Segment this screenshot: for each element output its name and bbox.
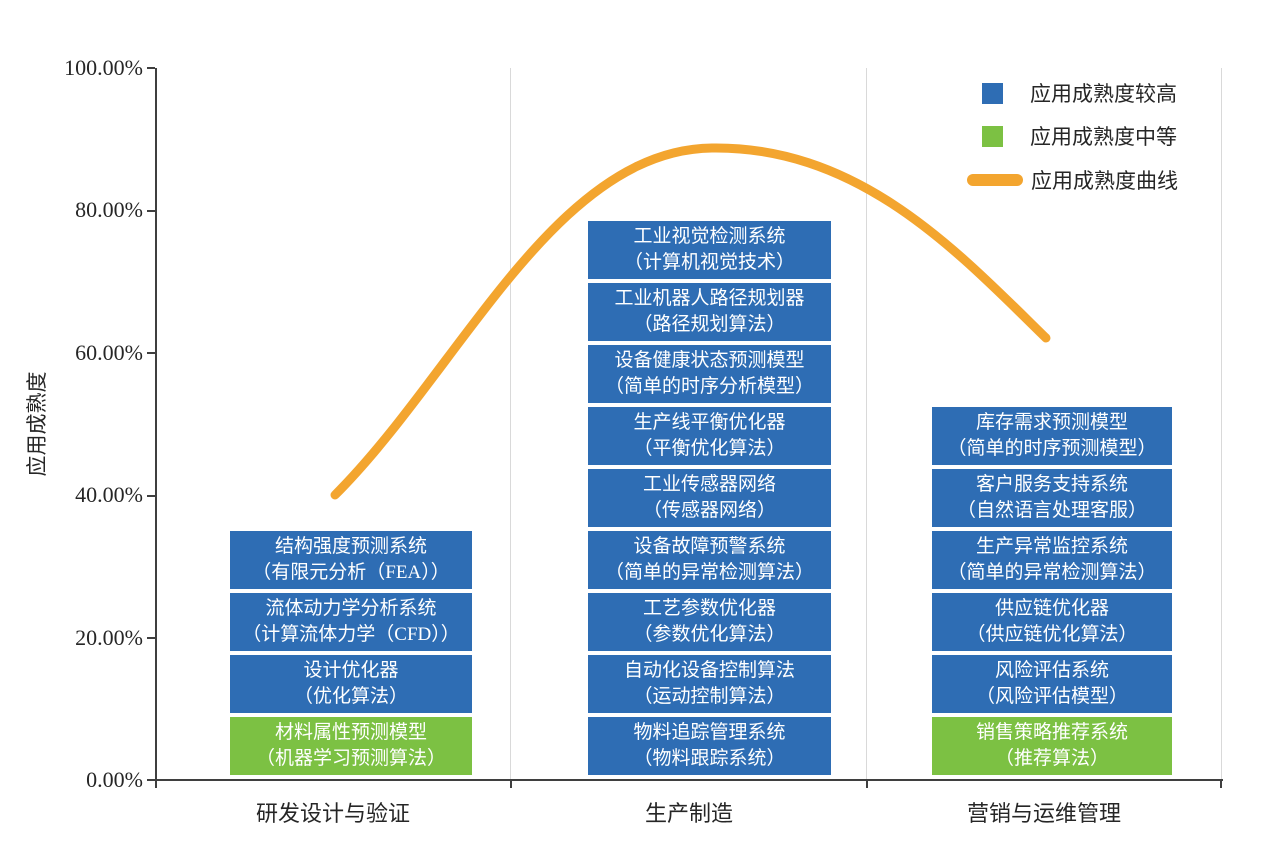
app-box-title: 设备故障预警系统 <box>633 536 786 557</box>
legend-label: 应用成熟度曲线 <box>1031 169 1178 193</box>
app-box: 设计优化器 （优化算法） <box>230 655 472 713</box>
app-box-subtitle: （运动控制算法） <box>633 686 786 707</box>
app-box-title: 工业视觉检测系统 <box>633 226 786 247</box>
y-tick <box>147 352 155 354</box>
legend-label: 应用成熟度较高 <box>1030 82 1177 106</box>
column-marketing-ops: 库存需求预测模型 （简单的时序预测模型） 客户服务支持系统 （自然语言处理客服）… <box>932 407 1172 775</box>
app-box-subtitle: （机器学习预测算法） <box>255 748 446 769</box>
app-box-subtitle: （优化算法） <box>293 686 408 707</box>
x-category-label: 营销与运维管理 <box>966 801 1122 826</box>
y-tick-label: 100.00% <box>64 55 143 80</box>
app-box-title: 流体动力学分析系统 <box>265 598 437 619</box>
column-rd-design: 结构强度预测系统 （有限元分析（FEA）） 流体动力学分析系统 （计算流体力学（… <box>230 531 472 775</box>
y-tick <box>147 779 155 781</box>
app-box-subtitle: （推荐算法） <box>994 748 1109 769</box>
x-tick <box>510 781 512 788</box>
app-box: 流体动力学分析系统 （计算流体力学（CFD）） <box>230 593 472 651</box>
app-box-subtitle: （风险评估模型） <box>975 686 1128 707</box>
app-box-subtitle: （传感器网络） <box>642 500 776 521</box>
legend-item-high: 应用成熟度较高 <box>982 78 1177 108</box>
app-box: 风险评估系统 （风险评估模型） <box>932 655 1172 713</box>
legend-item-medium: 应用成熟度中等 <box>982 121 1177 151</box>
app-box-subtitle: （路径规划算法） <box>633 314 786 335</box>
x-tick <box>155 781 157 788</box>
app-box-title: 销售策略推荐系统 <box>975 722 1128 743</box>
app-box: 自动化设备控制算法 （运动控制算法） <box>588 655 831 713</box>
app-box-title: 供应链优化器 <box>994 598 1109 619</box>
legend-item-curve: 应用成熟度曲线 <box>967 165 1178 195</box>
app-box-subtitle: （计算机视觉技术） <box>623 252 795 273</box>
app-box-subtitle: （平衡优化算法） <box>633 438 786 459</box>
y-tick <box>147 637 155 639</box>
app-box-title: 风险评估系统 <box>994 660 1109 681</box>
app-box: 设备健康状态预测模型 （简单的时序分析模型） <box>588 345 831 403</box>
app-box-title: 工业机器人路径规划器 <box>614 288 805 309</box>
legend-label: 应用成熟度中等 <box>1030 125 1177 149</box>
app-box-title: 生产线平衡优化器 <box>633 412 786 433</box>
app-box-title: 设计优化器 <box>303 660 399 681</box>
y-tick-label: 0.00% <box>86 767 143 792</box>
x-axis-line <box>155 779 1223 781</box>
app-box: 工艺参数优化器 （参数优化算法） <box>588 593 831 651</box>
y-tick-label: 20.00% <box>75 625 143 650</box>
app-box-subtitle: （计算流体力学（CFD）） <box>242 624 460 645</box>
x-category-label: 生产制造 <box>644 801 734 826</box>
app-box: 工业传感器网络 （传感器网络） <box>588 469 831 527</box>
y-axis-line <box>155 68 157 781</box>
app-box-subtitle: （简单的时序预测模型） <box>947 438 1157 459</box>
app-box: 工业视觉检测系统 （计算机视觉技术） <box>588 221 831 279</box>
y-axis-title: 应用成熟度 <box>25 371 49 477</box>
orange-line-swatch-icon <box>967 174 1023 186</box>
app-box-subtitle: （简单的时序分析模型） <box>604 376 814 397</box>
app-box-title: 物料追踪管理系统 <box>633 722 786 743</box>
plot-right-border <box>1221 68 1222 779</box>
column-production: 工业视觉检测系统 （计算机视觉技术） 工业机器人路径规划器 （路径规划算法） 设… <box>588 221 831 775</box>
app-box-title: 结构强度预测系统 <box>274 536 427 557</box>
app-box-subtitle: （简单的异常检测算法） <box>947 562 1157 583</box>
app-box: 工业机器人路径规划器 （路径规划算法） <box>588 283 831 341</box>
app-box-subtitle: （物料跟踪系统） <box>633 748 786 769</box>
app-box: 结构强度预测系统 （有限元分析（FEA）） <box>230 531 472 589</box>
y-tick <box>147 495 155 497</box>
y-tick <box>147 67 155 69</box>
app-box-title: 设备健康状态预测模型 <box>614 350 805 371</box>
x-tick <box>1220 781 1222 788</box>
app-box-title: 库存需求预测模型 <box>975 412 1128 433</box>
app-box: 客户服务支持系统 （自然语言处理客服） <box>932 469 1172 527</box>
x-tick <box>866 781 868 788</box>
app-box-subtitle: （自然语言处理客服） <box>956 500 1147 521</box>
y-tick-label: 60.00% <box>75 340 143 365</box>
app-box: 设备故障预警系统 （简单的异常检测算法） <box>588 531 831 589</box>
app-box: 生产异常监控系统 （简单的异常检测算法） <box>932 531 1172 589</box>
app-box: 供应链优化器 （供应链优化算法） <box>932 593 1172 651</box>
app-box: 生产线平衡优化器 （平衡优化算法） <box>588 407 831 465</box>
app-box-title: 工业传感器网络 <box>642 474 776 495</box>
app-box: 销售策略推荐系统 （推荐算法） <box>932 717 1172 775</box>
app-box-title: 自动化设备控制算法 <box>623 660 795 681</box>
app-box-title: 工艺参数优化器 <box>642 598 776 619</box>
app-box: 材料属性预测模型 （机器学习预测算法） <box>230 717 472 775</box>
category-separator-gridline <box>866 68 867 779</box>
app-box: 物料追踪管理系统 （物料跟踪系统） <box>588 717 831 775</box>
app-box-subtitle: （参数优化算法） <box>633 624 786 645</box>
y-tick-label: 40.00% <box>75 482 143 507</box>
app-box-title: 生产异常监控系统 <box>975 536 1128 557</box>
y-tick <box>147 210 155 212</box>
y-tick-label: 80.00% <box>75 197 143 222</box>
category-separator-gridline <box>510 68 511 779</box>
app-box-title: 客户服务支持系统 <box>975 474 1128 495</box>
x-category-label: 研发设计与验证 <box>255 801 411 826</box>
app-box-subtitle: （简单的异常检测算法） <box>604 562 814 583</box>
app-box-title: 材料属性预测模型 <box>274 722 427 743</box>
app-box-subtitle: （供应链优化算法） <box>966 624 1138 645</box>
green-square-swatch-icon <box>982 125 1003 147</box>
blue-square-swatch-icon <box>982 82 1003 104</box>
app-box-subtitle: （有限元分析（FEA）） <box>252 562 450 583</box>
app-box: 库存需求预测模型 （简单的时序预测模型） <box>932 407 1172 465</box>
